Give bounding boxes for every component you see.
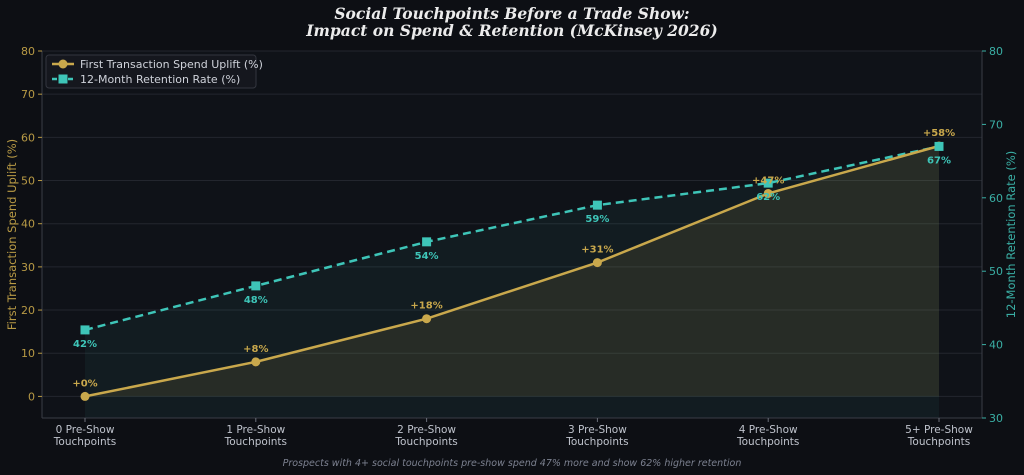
legend-marker-retention: [58, 74, 68, 84]
x-tick-label: Touchpoints: [736, 436, 799, 448]
y-left-tick-label: 40: [21, 218, 35, 231]
y-left-tick-label: 80: [21, 45, 35, 58]
y-left-tick-label: 70: [21, 88, 35, 101]
plot-area: [42, 51, 982, 418]
y-right-tick-label: 30: [989, 412, 1003, 425]
retention-point: [934, 141, 944, 151]
legend-label-retention: 12-Month Retention Rate (%): [80, 73, 240, 86]
spend-data-label: +0%: [72, 378, 97, 389]
spend-data-label: +31%: [581, 245, 613, 256]
retention-point: [592, 200, 602, 210]
y-left-tick-label: 30: [21, 261, 35, 274]
y-right-tick-label: 70: [989, 118, 1003, 131]
series-lines: [84, 144, 940, 398]
retention-point: [422, 237, 432, 247]
data-labels: +0% +8% +18% +31% +47% +58% 42% 48% 54% 59% 62% 67%: [72, 128, 955, 389]
chart-title-line-1: Social Touchpoints Before a Trade Show:: [334, 4, 689, 23]
series-markers: [80, 141, 944, 401]
y-left-tick-label: 50: [21, 175, 35, 188]
x-tick-label: Touchpoints: [224, 436, 287, 448]
legend-marker-spend: [58, 59, 68, 69]
y-left-tick-label: 10: [21, 347, 35, 360]
spend-area-fill: [85, 145, 939, 397]
retention-data-label: 54%: [415, 251, 439, 262]
spend-data-label: +8%: [243, 344, 268, 355]
retention-data-label: 48%: [244, 295, 268, 306]
x-tick-label: Touchpoints: [907, 436, 970, 448]
y-left-tick-label: 0: [28, 390, 35, 403]
retention-line: [84, 145, 940, 332]
y-right-tick-label: 50: [989, 265, 1003, 278]
spend-point: [422, 314, 432, 324]
footer-note: Prospects with 4+ social touchpoints pre…: [283, 458, 742, 469]
y-axis-right-label: 12-Month Retention Rate (%): [1004, 151, 1018, 319]
x-tick-label: 3 Pre-Show: [568, 424, 627, 436]
grid-lines: [42, 50, 982, 397]
y-left-tick-label: 60: [21, 131, 35, 144]
x-tick-label: 1 Pre-Show: [226, 424, 285, 436]
x-tick-label: Touchpoints: [394, 436, 457, 448]
retention-data-label: 62%: [756, 192, 780, 203]
legend-box: [45, 54, 257, 89]
y-right-tick-label: 60: [989, 192, 1003, 205]
y-right-tick-label: 80: [989, 45, 1003, 58]
x-tick-label: Touchpoints: [53, 436, 116, 448]
retention-point: [251, 281, 261, 291]
spend-data-label: +18%: [410, 301, 442, 312]
x-tick-label: 4 Pre-Show: [739, 424, 798, 436]
retention-data-label: 59%: [585, 214, 609, 225]
spend-point: [763, 188, 773, 198]
spend-point: [80, 391, 90, 401]
spend-line: [84, 144, 940, 398]
x-tick-label: 5+ Pre-Show: [905, 424, 973, 436]
chart-title-line-2: Impact on Spend & Retention (McKinsey 20…: [305, 21, 717, 40]
legend-label-spend: First Transaction Spend Uplift (%): [80, 58, 263, 71]
retention-point: [80, 325, 90, 335]
retention-data-label: 67%: [927, 155, 951, 166]
spend-data-label: +58%: [923, 128, 955, 139]
x-tick-label: 0 Pre-Show: [56, 424, 115, 436]
x-tick-label: 2 Pre-Show: [397, 424, 456, 436]
spend-data-label: +47%: [752, 175, 784, 186]
spend-point: [592, 258, 602, 268]
legend: First Transaction Spend Uplift (%) 12-Mo…: [45, 54, 263, 89]
y-right-tick-label: 40: [989, 339, 1003, 352]
spend-point: [251, 357, 261, 367]
x-tick-label: Touchpoints: [565, 436, 628, 448]
y-axis-left-label: First Transaction Spend Uplift (%): [5, 139, 19, 330]
retention-data-label: 42%: [73, 339, 97, 350]
y-left-tick-label: 20: [21, 304, 35, 317]
retention-point: [763, 178, 773, 188]
